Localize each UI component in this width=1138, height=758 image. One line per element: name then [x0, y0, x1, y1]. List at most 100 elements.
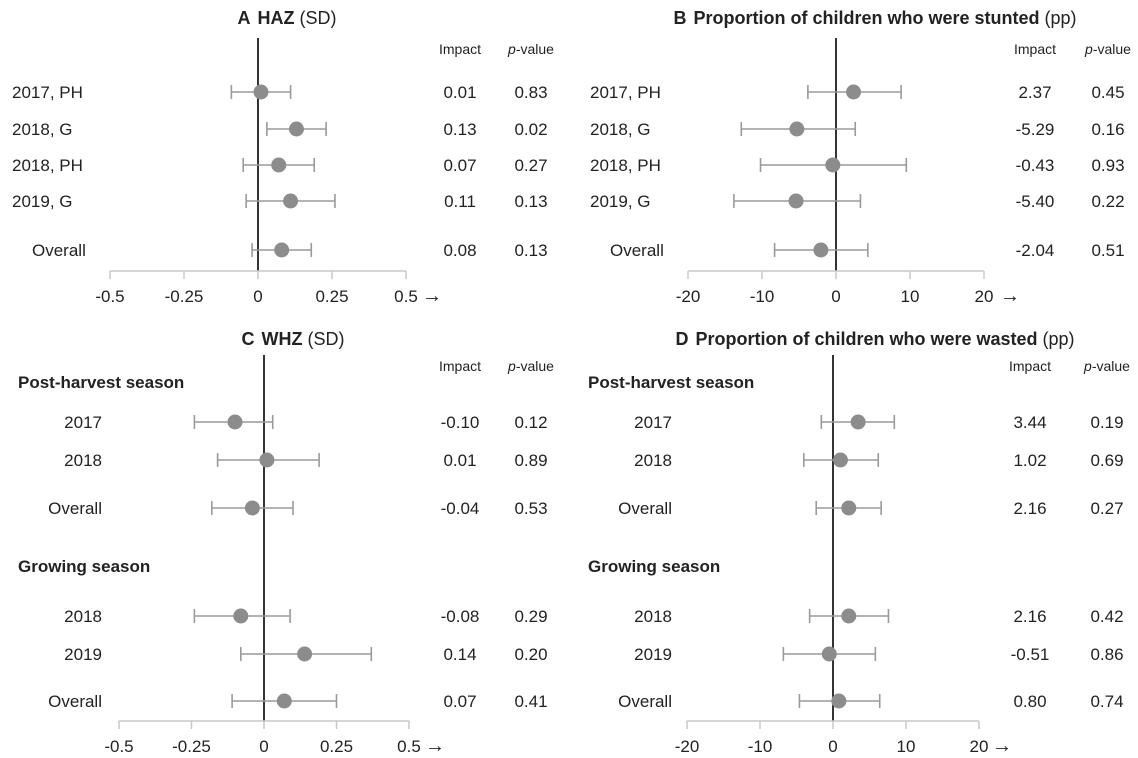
forest-row: Overall 0.07 0.41 — [48, 692, 547, 711]
point-estimate — [841, 500, 857, 516]
row-label: 2018, G — [12, 120, 73, 139]
point-estimate — [271, 157, 287, 173]
forest-row: 2019 -0.51 0.86 — [634, 645, 1123, 664]
panel-title: B Proportion of children who were stunted… — [673, 8, 1076, 28]
x-tick-label: 0.5 — [394, 287, 418, 306]
row-label: 2018 — [64, 607, 102, 626]
forest-row: 2018 1.02 0.69 — [634, 451, 1123, 470]
p-value: 0.12 — [514, 413, 547, 432]
point-estimate — [789, 121, 805, 137]
forest-row: 2017 3.44 0.19 — [634, 413, 1123, 432]
x-tick-label: 0 — [828, 737, 837, 756]
row-label: 2018, G — [590, 120, 651, 139]
impact-column-header: Impact — [439, 358, 481, 374]
point-estimate — [253, 84, 269, 100]
x-tick-label: -20 — [675, 737, 700, 756]
p-value: 0.45 — [1091, 83, 1124, 102]
forest-row: 2017 -0.10 0.12 — [64, 413, 547, 432]
axis-arrow-icon: → — [422, 285, 442, 307]
forest-row: 2019 0.14 0.20 — [64, 645, 547, 664]
impact-value: 0.01 — [443, 83, 476, 102]
impact-value: 2.16 — [1013, 607, 1046, 626]
forest-row: 2018, PH -0.43 0.93 — [590, 156, 1125, 175]
p-value-column-header: p-value — [1083, 358, 1130, 374]
x-tick-label: 0 — [253, 287, 262, 306]
panel-c: C WHZ (SD) Impact p-value -0.5 -0.25 0 0.25 0.5 → P… — [18, 329, 554, 757]
p-value: 0.13 — [514, 192, 547, 211]
group-heading: Post-harvest season — [588, 373, 754, 392]
point-estimate — [850, 414, 866, 430]
p-value: 0.51 — [1091, 241, 1124, 260]
p-value-column-header: p-value — [507, 41, 554, 57]
forest-row: 2019, G -5.40 0.22 — [590, 192, 1125, 211]
panel-letter: B — [673, 8, 686, 28]
p-value: 0.41 — [514, 692, 547, 711]
point-estimate — [283, 193, 299, 209]
point-estimate — [288, 121, 304, 137]
row-label: 2017 — [64, 413, 102, 432]
p-value: 0.20 — [514, 645, 547, 664]
x-tick-label: -0.25 — [165, 287, 204, 306]
axis-arrow-icon: → — [992, 735, 1012, 757]
impact-value: 0.14 — [443, 645, 476, 664]
p-value: 0.74 — [1090, 692, 1123, 711]
p-value: 0.86 — [1090, 645, 1123, 664]
forest-row: Overall 0.80 0.74 — [618, 692, 1123, 711]
panel-letter: C — [242, 329, 255, 349]
forest-row: 2018, G 0.13 0.02 — [12, 120, 548, 139]
panel-title-bold: Proportion of children who were wasted — [695, 329, 1037, 349]
panel-title-unit: (SD) — [300, 8, 337, 28]
impact-value: 0.13 — [443, 120, 476, 139]
row-label: 2017 — [634, 413, 672, 432]
p-value: 0.42 — [1090, 607, 1123, 626]
row-label: Overall — [48, 499, 102, 518]
point-estimate — [227, 414, 243, 430]
p-value: 0.69 — [1090, 451, 1123, 470]
forest-row: Overall -2.04 0.51 — [610, 241, 1125, 260]
impact-value: 0.07 — [443, 692, 476, 711]
panel-title: A HAZ (SD) — [238, 8, 337, 28]
impact-value: 0.07 — [443, 156, 476, 175]
row-label: Overall — [48, 692, 102, 711]
panel-d: D Proportion of children who were wasted (… — [588, 329, 1130, 757]
row-label: 2017, PH — [12, 83, 83, 102]
row-label: 2019 — [64, 645, 102, 664]
x-tick-label: -10 — [750, 287, 775, 306]
impact-value: 0.11 — [444, 192, 476, 211]
x-tick-label: 0.25 — [315, 287, 348, 306]
x-tick-label: -20 — [676, 287, 701, 306]
point-estimate — [244, 500, 260, 516]
p-value: 0.19 — [1090, 413, 1123, 432]
panel-title-bold: WHZ — [262, 329, 303, 349]
x-tick-label: -0.25 — [172, 737, 211, 756]
impact-column-header: Impact — [1009, 358, 1051, 374]
row-label: 2017, PH — [590, 83, 661, 102]
impact-value: -5.40 — [1016, 192, 1055, 211]
row-label: Overall — [32, 241, 86, 260]
row-label: 2018 — [634, 607, 672, 626]
panel-title-unit: (pp) — [1043, 329, 1075, 349]
row-label: Overall — [618, 499, 672, 518]
x-tick-label: 0.25 — [320, 737, 353, 756]
panel-title-unit: (SD) — [307, 329, 344, 349]
point-estimate — [813, 242, 829, 258]
forest-row: Overall 0.08 0.13 — [32, 241, 548, 260]
group-heading: Growing season — [588, 557, 720, 576]
row-label: 2018 — [634, 451, 672, 470]
panel-title-unit: (pp) — [1045, 8, 1077, 28]
forest-row: 2018, PH 0.07 0.27 — [12, 156, 548, 175]
impact-value: -2.04 — [1016, 241, 1055, 260]
impact-value: 1.02 — [1013, 451, 1046, 470]
x-tick-label: -10 — [748, 737, 773, 756]
p-value: 0.93 — [1091, 156, 1124, 175]
point-estimate — [841, 608, 857, 624]
point-estimate — [276, 693, 292, 709]
impact-column-header: Impact — [439, 41, 481, 57]
axis-arrow-icon: → — [425, 735, 445, 757]
forest-row: 2017, PH 2.37 0.45 — [590, 83, 1125, 102]
panel-letter: A — [238, 8, 251, 28]
impact-value: -0.04 — [441, 499, 480, 518]
row-label: 2018, PH — [12, 156, 83, 175]
p-value: 0.83 — [514, 83, 547, 102]
